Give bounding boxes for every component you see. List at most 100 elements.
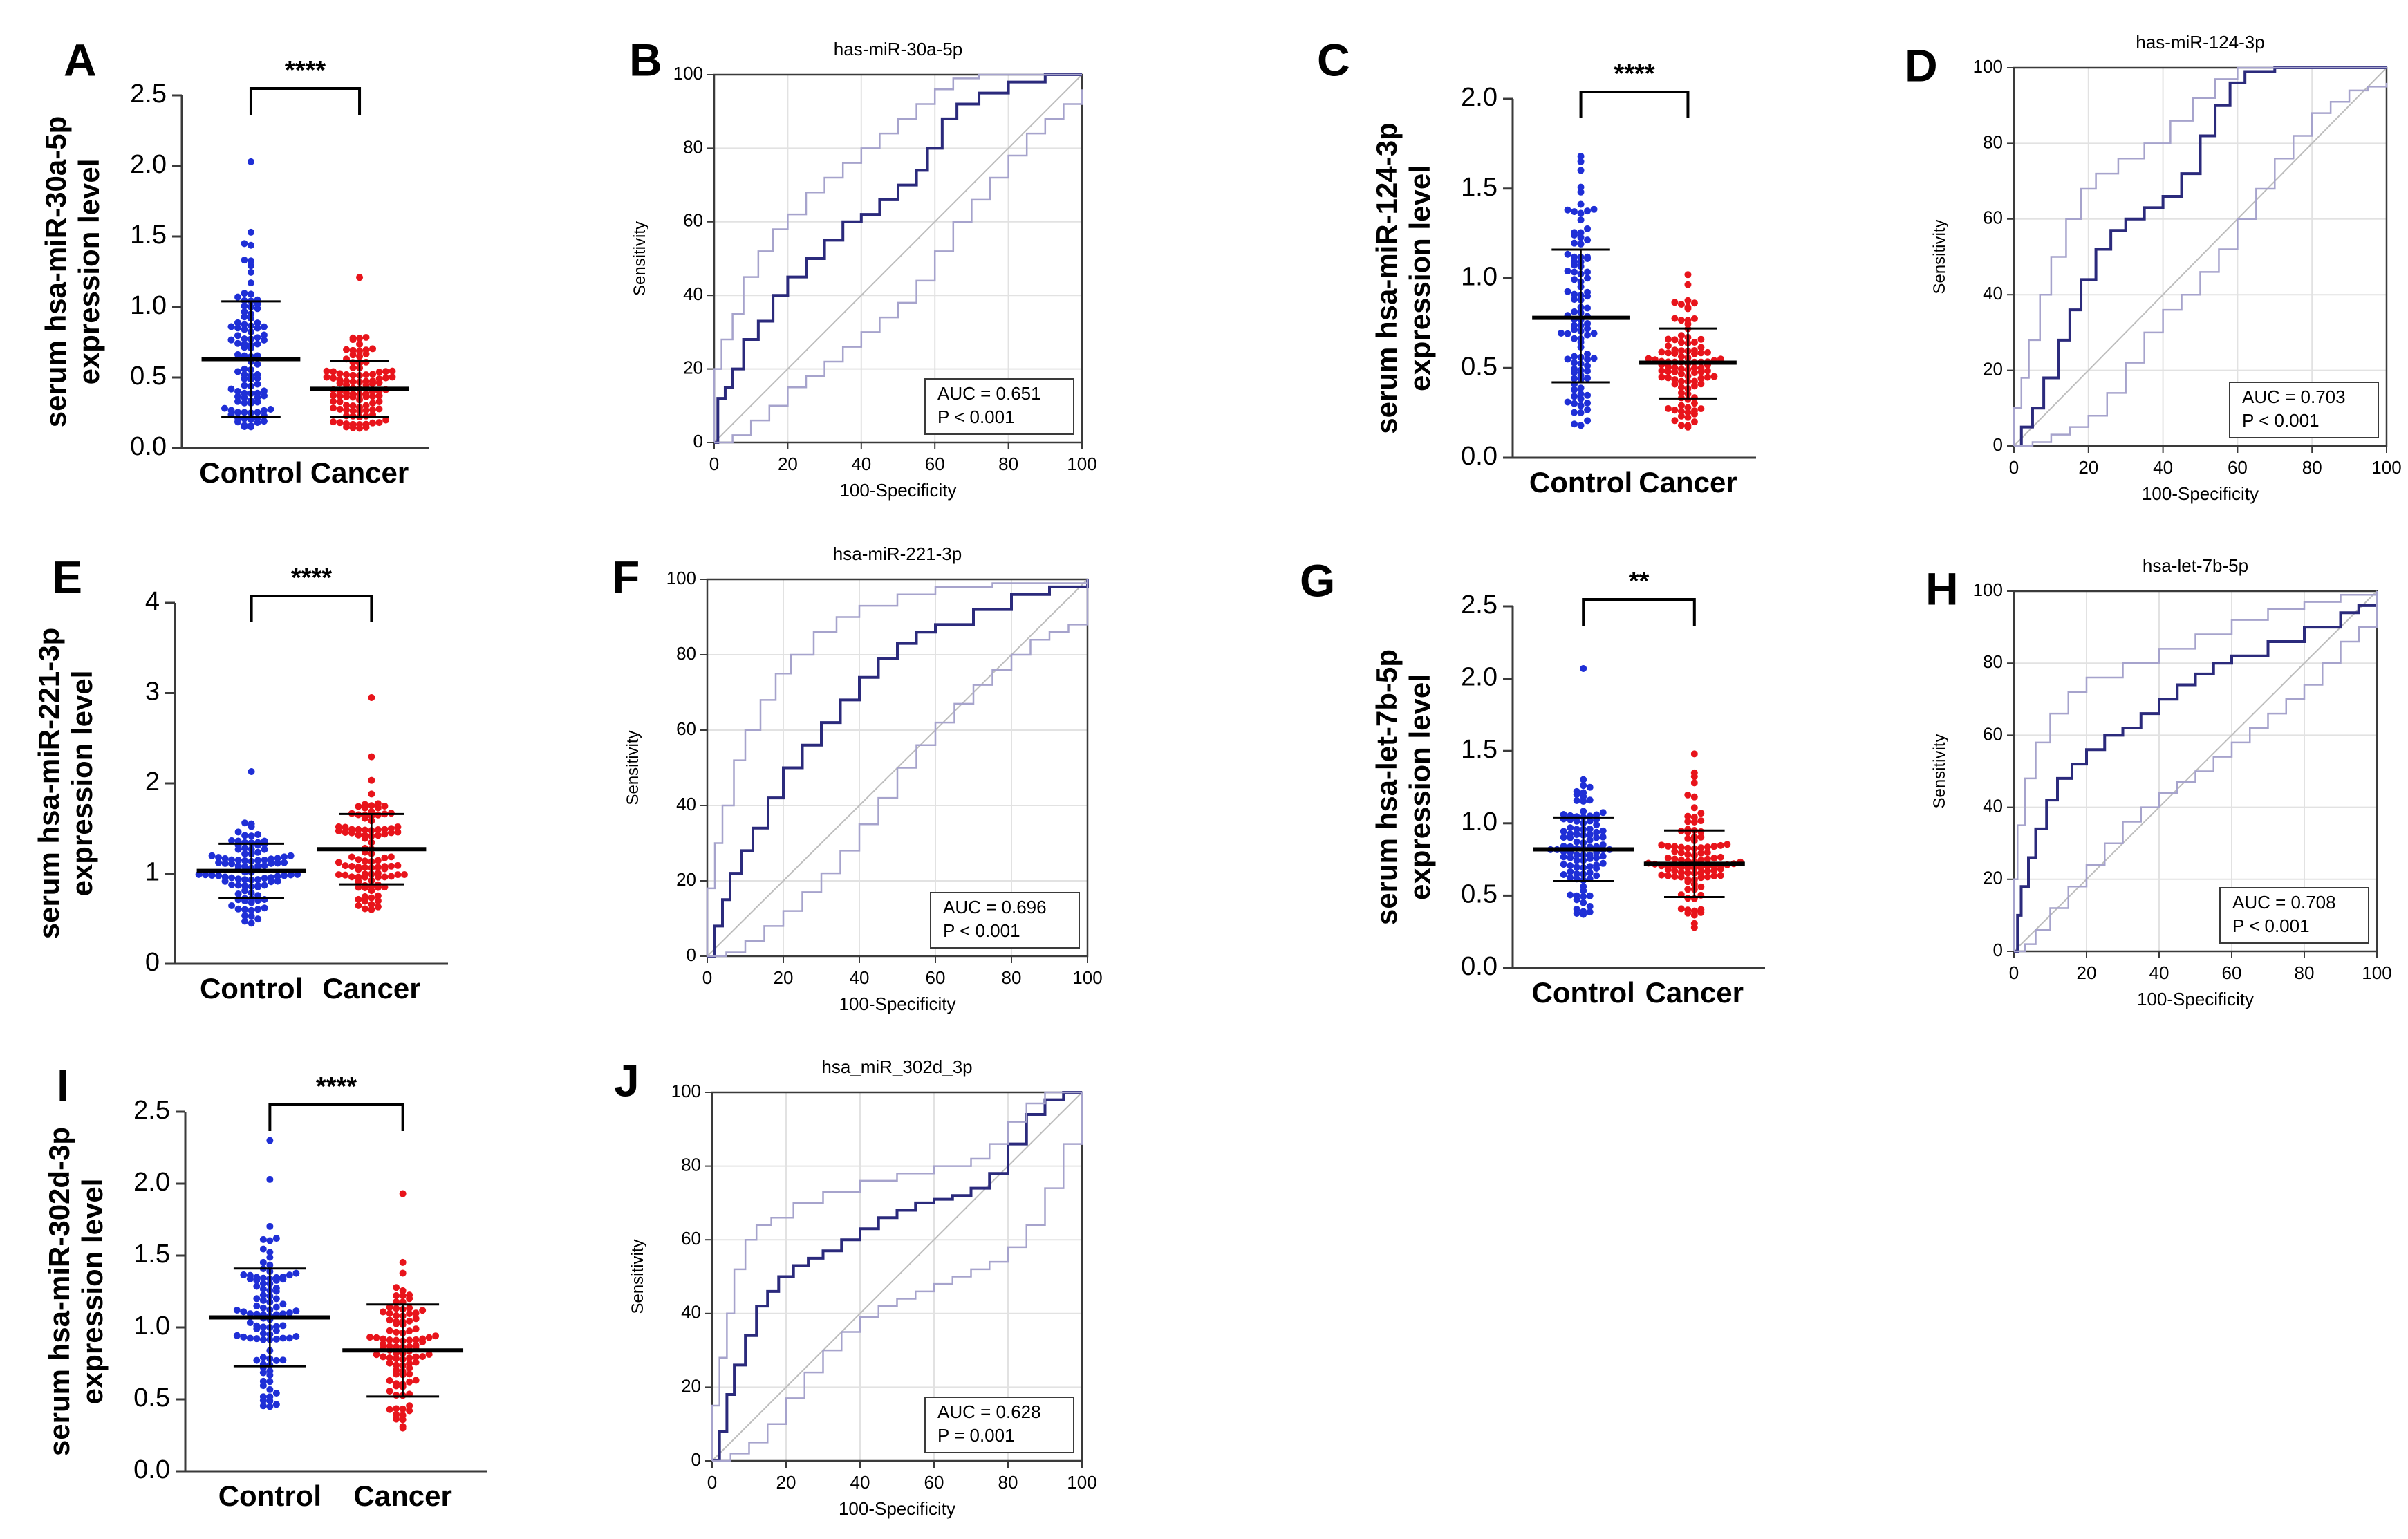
data-point [1671, 315, 1679, 322]
y-tick-label: 2.5 [133, 1096, 170, 1125]
data-point [1697, 906, 1705, 913]
data-point [386, 1406, 393, 1413]
data-point [1593, 828, 1600, 836]
data-point [1586, 851, 1594, 859]
y-tick-label: 100 [1973, 579, 2003, 600]
data-point [1577, 409, 1585, 416]
data-point [254, 319, 261, 327]
y-tick-label: 60 [683, 210, 703, 231]
data-point [406, 1310, 413, 1318]
data-point [234, 409, 241, 416]
data-point [241, 290, 248, 297]
data-point [399, 1258, 407, 1266]
data-point [227, 407, 235, 414]
data-point [412, 1353, 420, 1361]
data-point [361, 857, 368, 865]
data-point [382, 374, 390, 382]
data-point [1584, 274, 1592, 282]
data-point [272, 1323, 280, 1330]
y-tick-label: 80 [683, 136, 703, 157]
y-tick-label: 1 [145, 858, 160, 887]
data-point [241, 326, 248, 333]
data-point [1573, 796, 1580, 804]
data-point [241, 422, 248, 429]
data-point [266, 1378, 274, 1386]
data-point [266, 1403, 274, 1410]
data-point [330, 418, 337, 426]
data-point [1690, 299, 1698, 307]
data-point [266, 1175, 274, 1183]
data-point [323, 373, 330, 381]
data-point [241, 857, 249, 864]
data-point [374, 870, 382, 877]
data-point [234, 905, 242, 913]
data-point [234, 368, 241, 375]
panel-i: I 0.0 0.5 1.0 1.5 2.0 2.5 serum hsa-miR-302d-3p… [43, 1059, 487, 1512]
data-point [281, 853, 288, 861]
data-point [399, 1405, 407, 1412]
y-axis-label: serum hsa-miR-124-3pexpression level [1370, 122, 1436, 434]
data-point [1580, 908, 1587, 915]
x-tick-label: 0 [2009, 962, 2019, 983]
data-point [1704, 855, 1711, 863]
data-point [260, 331, 268, 339]
data-point [274, 855, 281, 862]
data-point [1577, 209, 1585, 217]
data-point [266, 1368, 274, 1375]
y-axis-label: Sensitivity [631, 221, 649, 296]
data-point [336, 398, 344, 406]
data-point [1684, 409, 1692, 416]
data-point [412, 1309, 420, 1317]
significance-label: ** [1629, 567, 1650, 596]
data-point [373, 1334, 380, 1341]
data-point [241, 302, 248, 310]
data-point [1584, 253, 1592, 261]
data-point [227, 336, 235, 344]
data-point [281, 872, 288, 879]
data-point [374, 857, 382, 864]
data-point [1690, 779, 1698, 787]
data-point [1677, 869, 1685, 877]
data-point [1684, 906, 1692, 914]
data-point [1584, 319, 1592, 327]
data-point [1697, 869, 1705, 877]
x-tick-label: 100 [1072, 967, 1102, 988]
data-point [1580, 883, 1587, 890]
data-point [253, 1274, 261, 1281]
data-point [406, 1317, 413, 1325]
data-point [259, 1291, 267, 1299]
data-point [259, 1274, 267, 1282]
data-point [279, 1300, 287, 1308]
data-point [1690, 400, 1698, 407]
data-point [355, 895, 362, 903]
x-axis-label: 100-Specificity [2137, 989, 2254, 1009]
y-tick-label: 0 [1993, 434, 2003, 455]
data-point [393, 1336, 400, 1344]
data-point [247, 262, 254, 270]
x-axis-label: 100-Specificity [839, 1498, 955, 1519]
data-point [1577, 158, 1585, 165]
data-point [234, 319, 241, 326]
data-point [241, 844, 249, 852]
panel-d: D 0 20 40 60 80 100 0 20 40 60 80 100 has-miR-124-3p 1… [1905, 32, 2402, 504]
data-point [1580, 664, 1587, 672]
data-point [389, 367, 396, 375]
data-point [1584, 268, 1592, 276]
roc-curve [714, 73, 1082, 444]
data-point [1684, 850, 1692, 858]
data-point [1690, 907, 1698, 915]
plot-frame [711, 1091, 1083, 1462]
data-point [1684, 886, 1692, 893]
data-point [361, 893, 368, 900]
data-point [1571, 375, 1578, 382]
data-point [272, 1303, 280, 1311]
data-point [349, 407, 357, 415]
data-point [241, 340, 248, 348]
panel-e: E 0 1 2 3 4 serum hsa-miR-221-3pexpression lev… [32, 551, 448, 1005]
data-point [1671, 843, 1679, 850]
data-point [261, 904, 268, 912]
panel-g: G 0.0 0.5 1.0 1.5 2.0 2.5 serum hsa-let-7b-5pex… [1300, 554, 1765, 1009]
data-point [1677, 339, 1685, 346]
data-point [394, 871, 402, 879]
data-point [1690, 346, 1698, 354]
